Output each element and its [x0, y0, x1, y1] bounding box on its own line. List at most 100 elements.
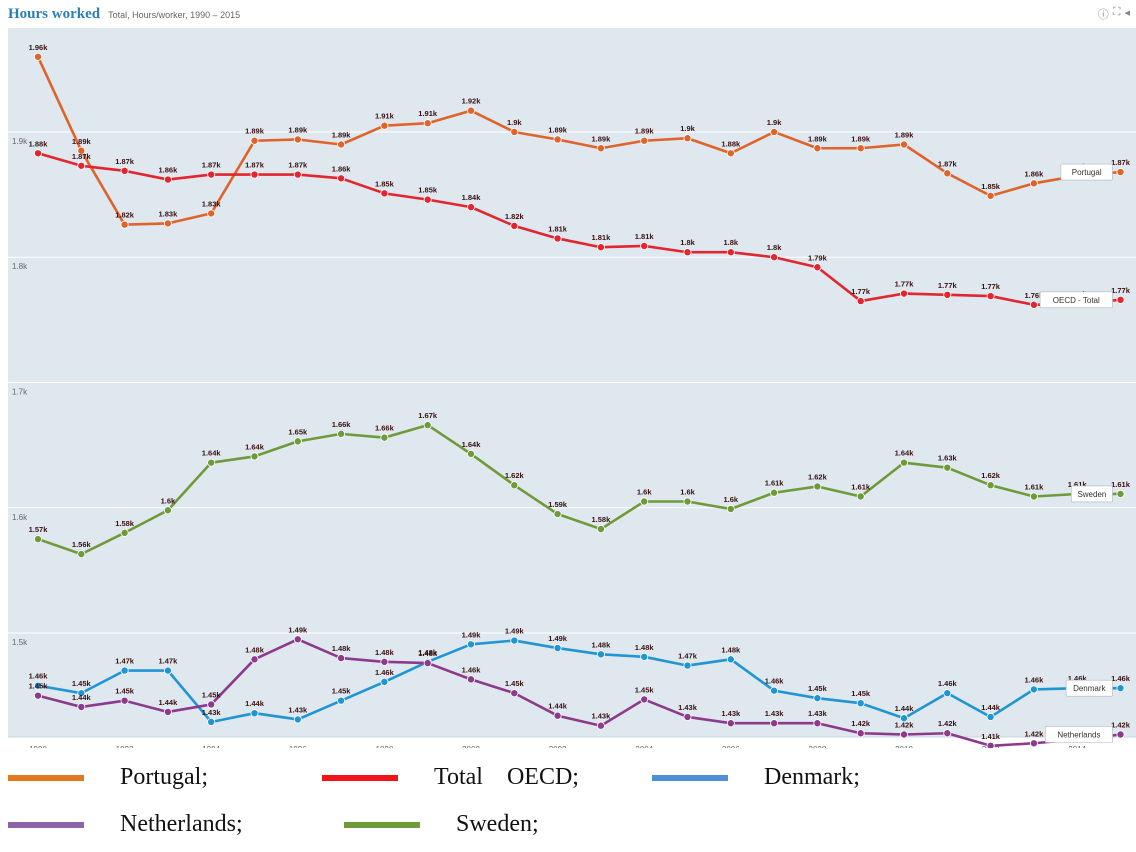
data-point [596, 650, 605, 659]
data-label: 1.42k [851, 719, 871, 728]
data-label: 1.42k [895, 720, 915, 729]
info-icon[interactable]: ⓘ [1097, 9, 1109, 21]
data-label: 1.64k [202, 449, 222, 458]
data-point [813, 482, 822, 491]
data-point [900, 714, 909, 723]
data-point [250, 709, 259, 718]
data-point [726, 248, 735, 257]
x-tick-label: 1992 [116, 745, 134, 748]
series-end-label: Portugal [1072, 168, 1102, 177]
data-point [337, 696, 346, 705]
data-label: 1.45k [851, 689, 871, 698]
data-label: 1.48k [375, 648, 395, 657]
data-point [34, 52, 43, 61]
data-label: 1.81k [592, 233, 612, 242]
data-point [163, 219, 172, 228]
data-point [293, 715, 302, 724]
data-point [293, 135, 302, 144]
y-tick-label: 1.7k [12, 388, 28, 397]
data-point [596, 144, 605, 153]
fullscreen-icon[interactable]: ⛶ [1112, 6, 1121, 18]
data-point [726, 655, 735, 664]
data-point [466, 640, 475, 649]
data-point [553, 644, 562, 653]
data-label: 1.48k [245, 645, 265, 654]
data-point [34, 149, 43, 158]
data-label: 1.87k [245, 161, 265, 170]
line-chart: 1.5k 1.6k 1.7k 1.8k 1.9k 1990 1992 1994 1996 1998… [8, 28, 1136, 748]
data-label: 1.66k [375, 424, 395, 433]
data-point [34, 691, 43, 700]
series-end-label-box [1045, 726, 1113, 743]
data-label: 1.77k [938, 281, 958, 290]
data-point [423, 659, 432, 668]
data-label: 1.67k [418, 411, 438, 420]
y-tick-label: 1.8k [12, 262, 28, 271]
data-label: 1.82k [505, 212, 525, 221]
data-point [510, 127, 519, 136]
data-label: 1.91k [375, 112, 395, 121]
data-point [34, 535, 43, 544]
data-label: 1.82k [115, 211, 135, 220]
data-label: 1.6k [723, 495, 738, 504]
data-label: 1.61k [1025, 482, 1045, 491]
data-label: 1.49k [548, 634, 568, 643]
legend-label-netherlands: Netherlands; [120, 811, 243, 837]
data-point [683, 248, 692, 257]
x-tick-label: 2010 [895, 745, 913, 748]
data-point [640, 695, 649, 704]
data-label: 1.43k [288, 705, 308, 714]
data-label: 1.48k [332, 644, 352, 653]
data-point [986, 712, 995, 721]
chart-toolbar: ⓘ ⛶ ◂ [1098, 6, 1130, 22]
series-line [36, 56, 1121, 226]
data-label: 1.44k [548, 702, 568, 711]
data-point [120, 166, 129, 175]
data-point [813, 263, 822, 272]
data-point [943, 729, 952, 738]
share-icon[interactable]: ◂ [1124, 7, 1130, 19]
data-label: 1.61k [1111, 480, 1131, 489]
series-end-label: OECD - Total [1053, 296, 1100, 305]
legend-swatch-netherlands [8, 821, 84, 828]
data-point [423, 195, 432, 204]
data-point [900, 289, 909, 298]
x-tick-label: 2006 [722, 745, 740, 748]
data-point [1029, 492, 1038, 501]
data-label: 1.61k [851, 482, 871, 491]
data-point [380, 677, 389, 686]
data-label: 1.58k [592, 515, 612, 524]
data-label: 1.96k [29, 43, 49, 52]
data-point [380, 657, 389, 666]
data-point [683, 497, 692, 506]
data-point [770, 253, 779, 262]
data-label: 1.66k [332, 420, 352, 429]
data-label: 1.89k [635, 127, 655, 136]
data-point [683, 661, 692, 670]
data-point [207, 717, 216, 726]
data-point [943, 463, 952, 472]
data-label: 1.83k [202, 199, 222, 208]
data-label: 1.84k [462, 193, 482, 202]
data-point [1116, 684, 1125, 693]
data-point [1029, 179, 1038, 188]
data-label: 1.46k [765, 677, 785, 686]
data-point [250, 170, 259, 179]
data-label: 1.45k [332, 687, 352, 696]
data-point [553, 711, 562, 720]
data-point [510, 221, 519, 230]
chart-header: Hours worked Total, Hours/worker, 1990 –… [8, 6, 240, 26]
data-point [900, 458, 909, 467]
data-label: 1.45k [505, 679, 525, 688]
data-label: 1.41k [981, 732, 1001, 741]
data-label: 1.44k [981, 703, 1001, 712]
data-label: 1.62k [808, 472, 828, 481]
data-label: 1.85k [375, 179, 395, 188]
data-label: 1.62k [981, 471, 1001, 480]
data-label: 1.81k [548, 224, 568, 233]
x-tick-label: 2004 [635, 745, 653, 748]
data-label: 1.77k [851, 287, 871, 296]
data-label: 1.87k [72, 152, 92, 161]
data-point [207, 700, 216, 709]
data-label: 1.47k [115, 657, 135, 666]
